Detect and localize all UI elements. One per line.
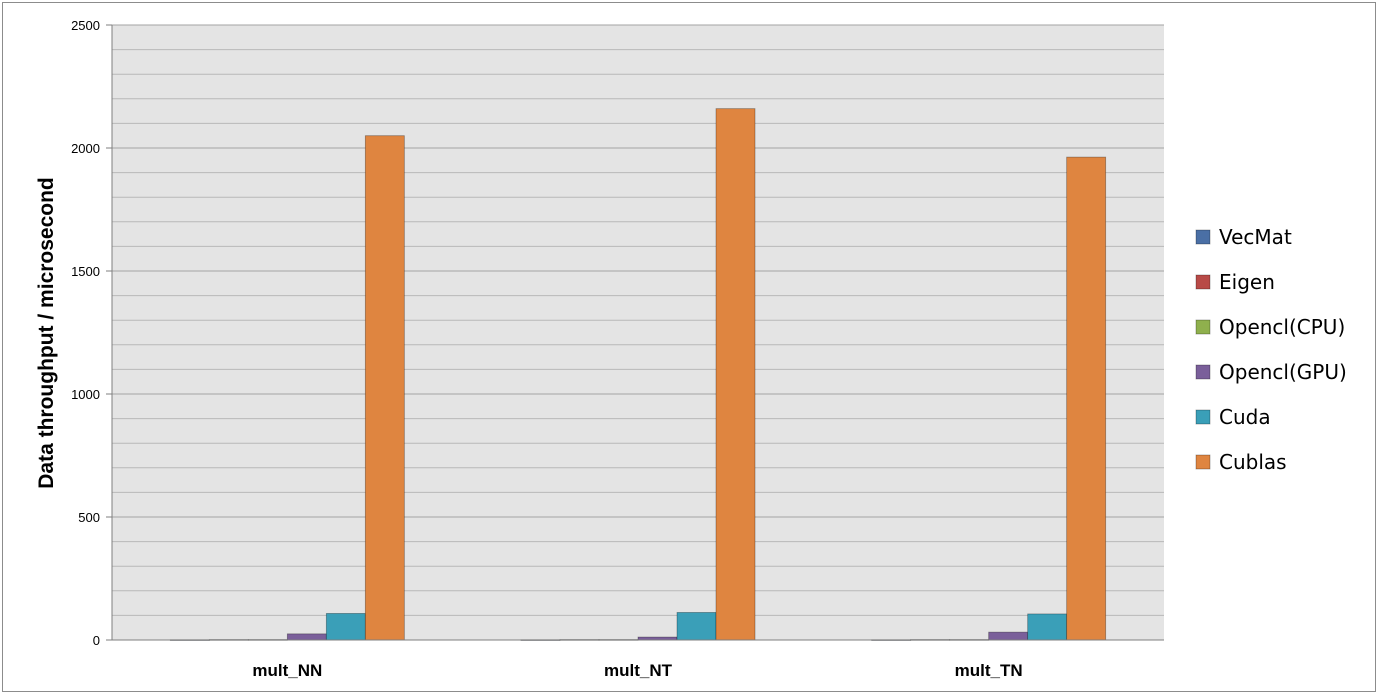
bar-cuda-mult-tn xyxy=(1027,613,1068,641)
legend-swatch xyxy=(1195,229,1211,245)
y-tick-label: 1000 xyxy=(71,387,100,402)
legend-swatch xyxy=(1195,274,1211,290)
legend-swatch xyxy=(1195,319,1211,335)
grid-lines xyxy=(112,24,1164,641)
legend: VecMat Eigen Opencl(CPU) Opencl(GPU) Cuda Cub… xyxy=(1195,225,1347,474)
plot-area xyxy=(112,25,1164,640)
legend-label: VecMat xyxy=(1219,225,1292,249)
legend-label: Opencl(CPU) xyxy=(1219,315,1345,339)
legend-label: Cublas xyxy=(1219,450,1287,474)
bar-cublas-mult-nt xyxy=(715,108,756,641)
legend-label: Eigen xyxy=(1219,270,1275,294)
x-axis-categories: mult_NN mult_NT mult_TN xyxy=(252,661,1022,680)
legend-swatch xyxy=(1195,409,1211,425)
y-axis-ticks: 0 500 1000 1500 2000 2500 xyxy=(71,18,112,648)
bar-opencl-gpu--mult-tn xyxy=(988,631,1029,641)
y-tick-label: 1500 xyxy=(71,264,100,279)
y-tick-label: 0 xyxy=(93,633,100,648)
y-tick-label: 2000 xyxy=(71,141,100,156)
legend-label: Opencl(GPU) xyxy=(1219,360,1347,384)
legend-label: Cuda xyxy=(1219,405,1271,429)
bar-cublas-mult-nn xyxy=(364,135,405,641)
legend-swatch xyxy=(1195,364,1211,380)
bar-cuda-mult-nt xyxy=(676,612,717,641)
bar-opencl-gpu--mult-nn xyxy=(286,633,327,641)
x-category-label: mult_TN xyxy=(955,661,1023,680)
x-category-label: mult_NT xyxy=(604,661,673,680)
bar-cuda-mult-nn xyxy=(325,613,366,641)
y-tick-label: 500 xyxy=(78,510,100,525)
bars xyxy=(169,108,1107,641)
legend-swatch xyxy=(1195,454,1211,470)
y-axis-label: Data throughput / microsecond xyxy=(35,177,58,489)
y-tick-label: 2500 xyxy=(71,18,100,33)
bar-cublas-mult-tn xyxy=(1066,156,1107,641)
x-category-label: mult_NN xyxy=(252,661,322,680)
